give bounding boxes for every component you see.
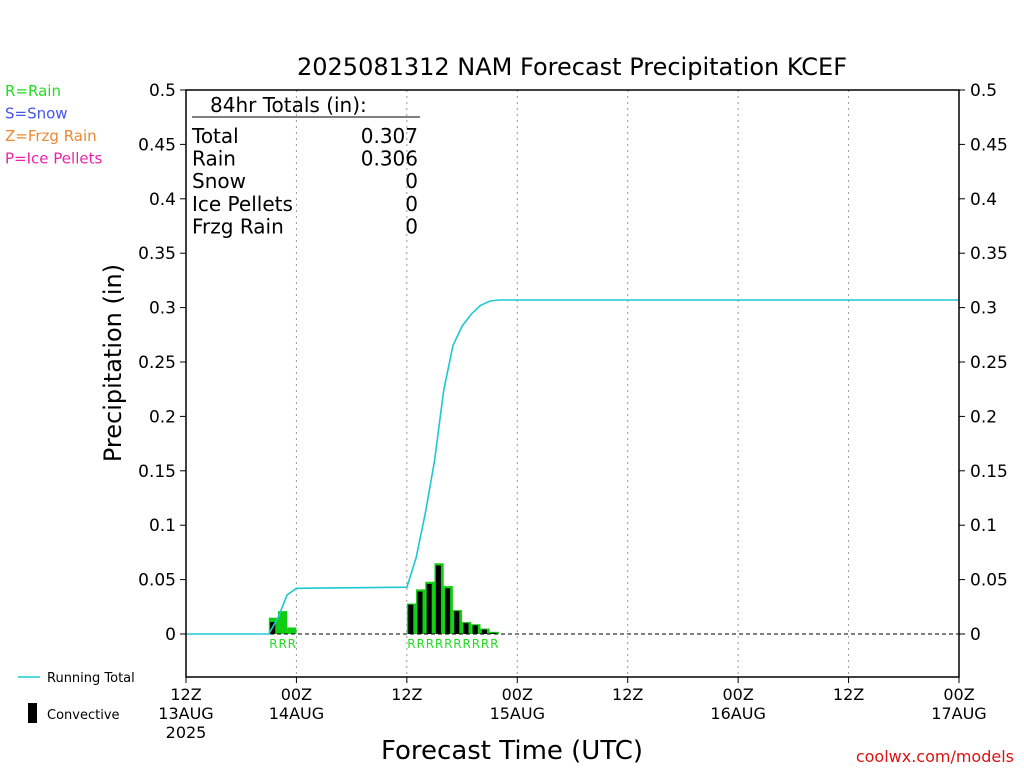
totals-row-label: Rain (192, 147, 236, 171)
y-tick-label-right: 0.3 (970, 299, 997, 319)
precip-type-label: R (481, 637, 489, 651)
y-tick-label-right: 0.15 (970, 462, 1008, 482)
y-tick-label-right: 0.35 (970, 244, 1008, 264)
precip-type-label: R (444, 637, 452, 651)
precip-type-label: R (278, 637, 286, 651)
vertical-gridlines (295, 90, 850, 677)
totals-row-label: Ice Pellets (192, 192, 293, 216)
precip-type-label: R (463, 637, 471, 651)
precip-type-label: R (269, 637, 277, 651)
x-tick-label: 14AUG (269, 704, 324, 723)
convective-bar (417, 591, 423, 634)
totals-header: 84hr Totals (in): (210, 93, 367, 117)
y-tick-label-left: 0 (165, 625, 176, 645)
y-tick-label-left: 0.35 (138, 244, 176, 264)
bottom-legend: Running Total Convective (18, 671, 135, 723)
convective-bar (445, 588, 451, 634)
precip-bar (278, 611, 288, 634)
x-tick-label: 17AUG (931, 704, 986, 723)
credit-text: coolwx.com/models (856, 747, 1014, 766)
precip-bar (287, 627, 297, 634)
convective-legend-swatch (28, 703, 37, 723)
x-axis-label: Forecast Time (UTC) (381, 736, 643, 766)
convective-bar (463, 623, 469, 634)
y-tick-label-left: 0.1 (149, 516, 176, 536)
y-axis-right: 0 0.05 0.1 0.15 0.2 0.25 0.3 0.35 0.4 0.45 0.5 (959, 81, 1008, 645)
y-tick-label-right: 0.2 (970, 407, 997, 427)
x-tick-label: 00Z (281, 685, 312, 704)
precip-type-label: R (288, 637, 296, 651)
x-tick-label: 12Z (833, 685, 864, 704)
precip-type-legend-item: Z=Frzg Rain (5, 127, 97, 145)
running-total-line (186, 299, 959, 635)
convective-bar (472, 625, 478, 634)
precip-type-legend-item: P=Ice Pellets (5, 150, 102, 168)
y-tick-label-left: 0.25 (138, 353, 176, 373)
precip-bars (268, 563, 499, 634)
convective-legend-label: Convective (47, 708, 120, 723)
totals-row-label: Snow (192, 169, 246, 193)
precip-type-label: R (472, 637, 480, 651)
convective-bar (481, 629, 487, 634)
precip-type-label: R (407, 637, 415, 651)
x-tick-label: 16AUG (710, 704, 765, 723)
x-tick-label: 00Z (502, 685, 533, 704)
y-tick-label-right: 0.45 (970, 135, 1008, 155)
totals-row-label: Total (191, 124, 239, 148)
y-tick-label-left: 0.45 (138, 135, 176, 155)
precip-type-label: R (426, 637, 434, 651)
y-axis-left: 0 0.05 0.1 0.15 0.2 0.25 0.3 0.35 0.4 0.45 0.5 (138, 81, 186, 645)
y-tick-label-left: 0.4 (149, 190, 176, 210)
y-tick-label-right: 0.05 (970, 571, 1008, 591)
x-tick-label: 00Z (943, 685, 974, 704)
x-tick-label: 13AUG (158, 704, 213, 723)
x-tick-label: 12Z (612, 685, 643, 704)
y-tick-label-right: 0.25 (970, 353, 1008, 373)
x-tick-label: 2025 (166, 723, 207, 742)
convective-bar (435, 565, 441, 634)
chart-title: 2025081312 NAM Forecast Precipitation KC… (297, 53, 847, 81)
precip-type-legend-item: S=Snow (5, 105, 68, 123)
y-tick-label-right: 0.1 (970, 516, 997, 536)
x-tick-label: 12Z (170, 685, 201, 704)
convective-bar (408, 604, 414, 634)
y-tick-label-right: 0.4 (970, 190, 997, 210)
precip-type-label: R (416, 637, 424, 651)
convective-bar (454, 611, 460, 634)
totals-row-value: 0.307 (361, 124, 418, 148)
totals-box: 84hr Totals (in): Total 0.307 Rain 0.306 Sno… (191, 93, 420, 238)
y-tick-label-left: 0.3 (149, 299, 176, 319)
x-tick-label: 15AUG (490, 704, 545, 723)
precip-type-legend: R=Rain S=Snow Z=Frzg Rain P=Ice Pellets (5, 82, 102, 168)
precip-type-label: R (453, 637, 461, 651)
y-axis-label: Precipitation (in) (99, 264, 127, 462)
running-total-legend-label: Running Total (47, 671, 135, 686)
x-tick-label: 12Z (391, 685, 422, 704)
totals-row-value: 0.306 (361, 147, 418, 171)
totals-row-value: 0 (405, 192, 418, 216)
y-tick-label-left: 0.5 (149, 81, 176, 101)
totals-row-value: 0 (405, 214, 418, 238)
y-tick-label-left: 0.15 (138, 462, 176, 482)
convective-bar (491, 632, 497, 634)
convective-bar (426, 583, 432, 634)
y-tick-label-left: 0.2 (149, 407, 176, 427)
x-tick-label: 00Z (722, 685, 753, 704)
y-tick-label-right: 0.5 (970, 81, 997, 101)
totals-row-value: 0 (405, 169, 418, 193)
precip-type-label: R (435, 637, 443, 651)
totals-row-label: Frzg Rain (192, 214, 284, 238)
y-tick-label-left: 0.05 (138, 571, 176, 591)
plot-frame (185, 89, 960, 678)
y-tick-label-right: 0 (970, 625, 981, 645)
precip-type-label: R (490, 637, 498, 651)
precip-type-legend-item: R=Rain (5, 82, 61, 100)
